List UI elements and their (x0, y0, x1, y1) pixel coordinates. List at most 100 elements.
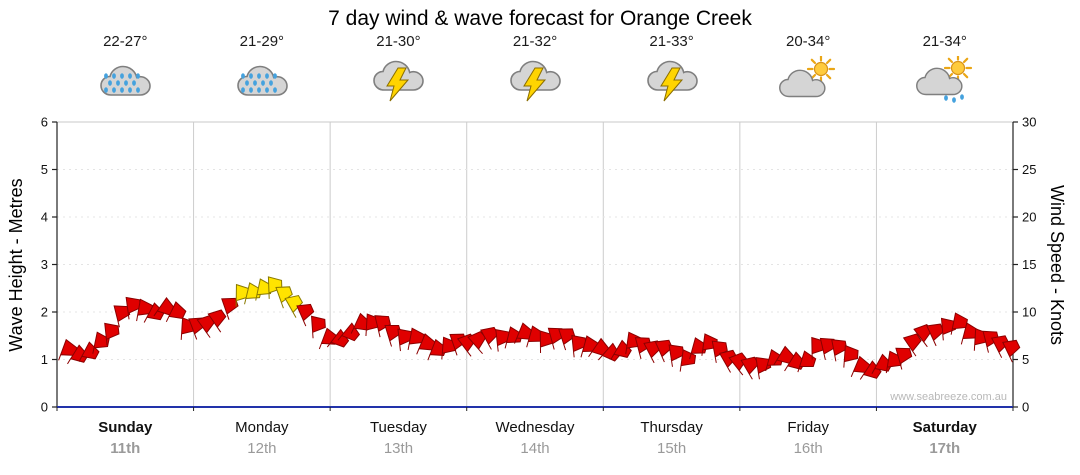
day-label-wednesday: Wednesday 14th (467, 419, 604, 457)
right-tick-label: 15 (1022, 257, 1036, 272)
sun (814, 61, 829, 77)
wind-barb (207, 309, 227, 333)
storm-cloud-icon (373, 60, 425, 102)
left-tick-label: 1 (41, 352, 48, 367)
wind-barb (797, 350, 817, 373)
day-label-sunday: Sunday 11th (57, 419, 194, 457)
raindrop (260, 80, 265, 86)
right-tick-label: 10 (1022, 305, 1036, 320)
raindrop (951, 97, 956, 103)
lightning-bolt (523, 67, 547, 102)
day-name: Tuesday (369, 419, 427, 436)
day-header-sunday: 22-27° (57, 33, 194, 104)
raindrop (112, 87, 117, 93)
right-tick-label: 20 (1022, 210, 1036, 225)
left-tick-label: 5 (41, 162, 48, 177)
day-label-tuesday: Tuesday 13th (330, 419, 467, 457)
day-name: Monday (235, 419, 289, 436)
wind-barb (718, 349, 738, 373)
wind-barb (296, 303, 315, 327)
day-temp: 21-34° (922, 33, 967, 50)
wind-barb (895, 347, 913, 370)
left-tick-label: 0 (41, 400, 48, 415)
day-header-monday: 21-29° (194, 33, 331, 104)
raindrop (240, 73, 245, 79)
day-header-friday: 20-34° (740, 33, 877, 104)
chart-title: 7 day wind & wave forecast for Orange Cr… (328, 7, 752, 30)
raindrop (120, 87, 125, 93)
day-header-tuesday: 21-30° (330, 33, 467, 104)
day-header-thursday: 21-33° (603, 33, 740, 104)
day-temp: 20-34° (785, 33, 831, 50)
day-name: Wednesday (495, 419, 575, 436)
wind-barb (711, 340, 728, 363)
day-label-friday: Friday 16th (740, 419, 877, 457)
day-label-saturday: Saturday 17th (876, 419, 1013, 457)
sun-cloud-icon (779, 56, 836, 98)
left-tick-label: 6 (41, 115, 48, 130)
day-date: 15th (657, 440, 687, 457)
day-temp: 21-33° (649, 33, 694, 50)
raindrop (244, 80, 249, 86)
raindrop (104, 87, 109, 93)
right-tick-label: 25 (1022, 162, 1036, 177)
sun-ray (962, 57, 969, 64)
wind-barb (165, 301, 187, 323)
raindrop (128, 73, 133, 79)
raindrop (943, 95, 948, 101)
wind-barb (982, 330, 1000, 353)
day-name: Sunday (98, 419, 153, 436)
raindrop (268, 80, 273, 86)
wind-barb (728, 352, 748, 376)
day-date: 16th (793, 440, 823, 457)
day-name: Thursday (640, 419, 703, 436)
wind-barb (104, 322, 120, 346)
wind-barb (654, 339, 673, 363)
wind-barb (597, 342, 621, 362)
sun-ray (810, 58, 817, 65)
sun (950, 60, 965, 76)
wind-barb (310, 315, 326, 339)
day-name: Friday (787, 419, 830, 436)
day-headers: 22-27° 21-29° 21-30° 21-32° 21-33° 20-34° 21-3… (57, 33, 1013, 104)
day-label-thursday: Thursday 15th (603, 419, 740, 457)
sun-ray (826, 73, 832, 80)
right-tick-label: 30 (1022, 115, 1036, 130)
wind-barb (284, 294, 304, 318)
wind-barb (843, 344, 859, 368)
cloud-shape (779, 69, 826, 98)
raindrop (116, 80, 121, 86)
day-date: 14th (520, 440, 550, 457)
raindrop (272, 73, 277, 79)
wind-barb (267, 276, 283, 299)
raindrop (248, 73, 253, 79)
raindrop (112, 73, 117, 79)
wind-barb (275, 286, 293, 309)
storm-cloud-icon (646, 60, 698, 102)
day-label-monday: Monday 12th (194, 419, 331, 457)
day-temp: 21-29° (239, 33, 285, 50)
raindrop (256, 73, 261, 79)
raindrop (136, 87, 141, 93)
wind-barb (92, 331, 110, 354)
left-tick-label: 2 (41, 305, 48, 320)
day-date: 12th (247, 440, 277, 457)
day-name: Saturday (912, 419, 977, 436)
cloud-shape (915, 67, 963, 96)
raindrop (104, 73, 109, 79)
sun-ray (826, 58, 832, 65)
raindrop (136, 73, 141, 79)
forecast-chart: 0 1 2 3 4 5 6 0 5 10 15 20 25 30 www.seabreeze.com.au (41, 115, 1037, 415)
wind-barb (990, 335, 1010, 358)
left-tick-label: 4 (41, 210, 48, 225)
sun-ray (947, 57, 953, 64)
raindrop (264, 87, 269, 93)
raindrop (248, 87, 253, 93)
wind-barb (558, 328, 576, 351)
right-tick-label: 5 (1022, 352, 1029, 367)
sun-cloud-rain-icon (915, 56, 972, 103)
left-tick-label: 3 (41, 257, 48, 272)
wind-barb (831, 339, 848, 362)
raindrop (128, 87, 133, 93)
day-date: 11th (110, 440, 141, 457)
